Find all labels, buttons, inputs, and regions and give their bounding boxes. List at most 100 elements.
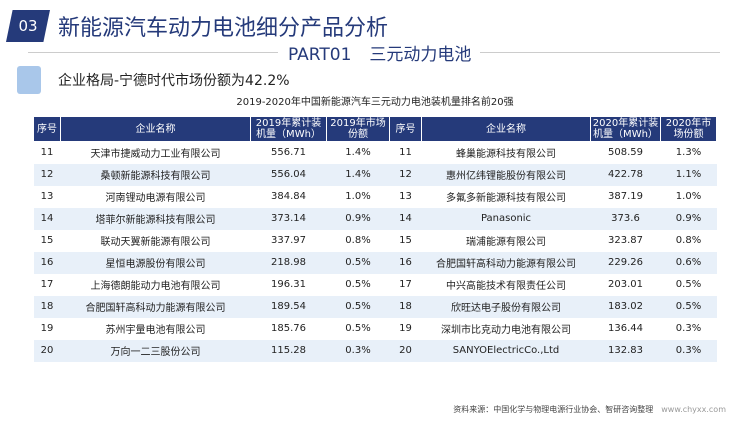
table-cell: 12 [389, 163, 422, 186]
column-header: 序号 [389, 116, 422, 142]
table-cell: 1.3% [675, 147, 702, 159]
table-cell: 229.26 [590, 251, 661, 274]
table-cell: 17 [399, 279, 412, 290]
table-cell: 556.71 [271, 147, 306, 159]
table-cell: 20 [33, 339, 61, 362]
table-cell: 1.1% [660, 163, 717, 186]
table-row: 20 万向一二三股份公司 115.28 0.3% 20 SANYOElectricCo.,… [33, 339, 717, 362]
table-cell: 132.83 [590, 339, 661, 362]
table-cell: 16 [33, 251, 61, 274]
table-cell: 556.04 [250, 163, 327, 186]
table-row: 18 合肥国轩高科动力能源有限公司 189.54 0.5% 18 欣旺达电子股份有限公司 1… [33, 295, 717, 318]
table-cell: 373.14 [250, 207, 327, 230]
column-header: 企业名称 [60, 116, 251, 142]
table-cell: 15 [40, 235, 54, 246]
table-cell: 星恒电源股份有限公司 [60, 251, 251, 274]
table-cell: 19 [40, 323, 54, 334]
table-cell: 0.3% [675, 323, 702, 334]
table-cell: 万向一二三股份公司 [60, 339, 251, 362]
table-cell: 189.54 [250, 295, 327, 318]
table-cell: 1.4% [345, 147, 371, 159]
table-cell: 0.8% [675, 235, 702, 246]
table-cell: 0.5% [326, 251, 390, 274]
document-icon [17, 66, 41, 94]
table-cell: 15 [399, 235, 412, 246]
table-row: 15 联动天翼新能源有限公司 337.97 0.8% 15 瑞浦能源有限公司 323.87 0… [34, 230, 717, 252]
table-cell: 1.0% [675, 191, 702, 202]
table-cell: 11 [399, 147, 412, 159]
section-number-badge: 03 [6, 10, 50, 42]
table-cell: 多氟多新能源科技有限公司 [446, 193, 566, 204]
table-cell: 14 [389, 207, 422, 230]
table-cell: 合肥国轩高科动力能源有限公司 [60, 295, 251, 318]
table-cell: 183.02 [590, 295, 661, 318]
table-cell: 11 [40, 147, 54, 159]
table-cell: 0.5% [326, 295, 390, 318]
table-cell: 1.0% [345, 191, 371, 202]
table-cell: 0.3% [326, 339, 390, 362]
table-cell: 337.97 [271, 235, 306, 246]
table-cell: 上海德朗能动力电池有限公司 [90, 281, 221, 292]
table-cell: 瑞浦能源有限公司 [466, 237, 546, 248]
table-cell: 323.87 [608, 235, 643, 246]
table-cell: 0.5% [675, 279, 702, 290]
table-cell: 14 [33, 207, 61, 230]
table-cell: 203.01 [608, 279, 643, 290]
table-cell: 373.6 [590, 207, 661, 230]
column-header: 2019年市场份额 [326, 116, 390, 142]
table-cell: 384.84 [271, 191, 306, 202]
table-cell: Panasonic [421, 207, 591, 230]
table-cell: 桑顿新能源科技有限公司 [60, 163, 251, 186]
column-header: 序号 [33, 116, 61, 142]
table-row: 12 桑顿新能源科技有限公司 556.04 1.4% 12 惠州亿纬锂能股份有限公司 422… [33, 163, 717, 186]
table-cell: 13 [40, 191, 54, 202]
table-cell: 欣旺达电子股份有限公司 [421, 295, 591, 318]
table-cell: 0.5% [345, 279, 371, 290]
table-cell: 0.8% [345, 235, 371, 246]
column-header: 2020年累计装机量（MWh） [590, 116, 661, 142]
table-cell: 0.5% [660, 295, 717, 318]
table-cell: 18 [389, 295, 422, 318]
table-cell: 218.98 [250, 251, 327, 274]
table-cell: 115.28 [250, 339, 327, 362]
table-cell: 508.59 [608, 147, 643, 159]
table-cell: 18 [33, 295, 61, 318]
source-note: 资料来源：中国化学与物理电源行业协会、智研咨询整理 www.chyxx.com [453, 405, 726, 414]
table-row: 17 上海德朗能动力电池有限公司 196.31 0.5% 17 中兴高能技术有限责任公司 2… [34, 274, 717, 296]
column-header: 2020年市场份额 [660, 116, 717, 142]
table-cell: 惠州亿纬锂能股份有限公司 [421, 163, 591, 186]
table-cell: 422.78 [590, 163, 661, 186]
table-row: 13 河南锂动电源有限公司 384.84 1.0% 13 多氟多新能源科技有限公司 387.… [34, 186, 717, 208]
table-cell: 合肥国轩高科动力能源有限公司 [421, 251, 591, 274]
divider [480, 52, 720, 53]
table-cell: 387.19 [608, 191, 643, 202]
column-header: 企业名称 [421, 116, 591, 142]
table-row: 11 天津市捷威动力工业有限公司 556.71 1.4% 11 蜂巢能源科技有限公司 508… [34, 142, 717, 164]
table-cell: 12 [33, 163, 61, 186]
table-cell: 中兴高能技术有限责任公司 [446, 281, 566, 292]
table-cell: 13 [399, 191, 412, 202]
column-header: 2019年累计装机量（MWh） [250, 116, 327, 142]
ranking-table: 序号 企业名称 2019年累计装机量（MWh） 2019年市场份额 序号 企业名称 2020… [33, 116, 717, 362]
table-cell: 天津市捷威动力工业有限公司 [90, 149, 221, 161]
table-cell: 136.44 [608, 323, 643, 334]
table-cell: 16 [389, 251, 422, 274]
table-cell: 0.5% [345, 323, 371, 334]
table-cell: 苏州宇量电池有限公司 [105, 325, 206, 336]
table-cell: 0.3% [660, 339, 717, 362]
part-heading: PART01 三元动力电池 [280, 40, 480, 65]
table-cell: 0.9% [326, 207, 390, 230]
divider [28, 52, 278, 53]
table-cell: 17 [40, 279, 54, 290]
table-cell: 深圳市比克动力电池有限公司 [441, 325, 571, 336]
table-cell: 蜂巢能源科技有限公司 [456, 149, 556, 161]
table-cell: 185.76 [271, 323, 306, 334]
table-cell: 196.31 [271, 279, 306, 290]
page-title: 新能源汽车动力电池细分产品分析 [58, 16, 389, 41]
table-cell: 0.6% [660, 251, 717, 274]
table-cell: 1.4% [326, 163, 390, 186]
table-row: 16 星恒电源股份有限公司 218.98 0.5% 16 合肥国轩高科动力能源有限公司 22… [33, 251, 717, 274]
table-cell: 联动天翼新能源有限公司 [100, 237, 211, 248]
table-cell: 20 [389, 339, 422, 362]
table-cell: SANYOElectricCo.,Ltd [421, 339, 591, 362]
